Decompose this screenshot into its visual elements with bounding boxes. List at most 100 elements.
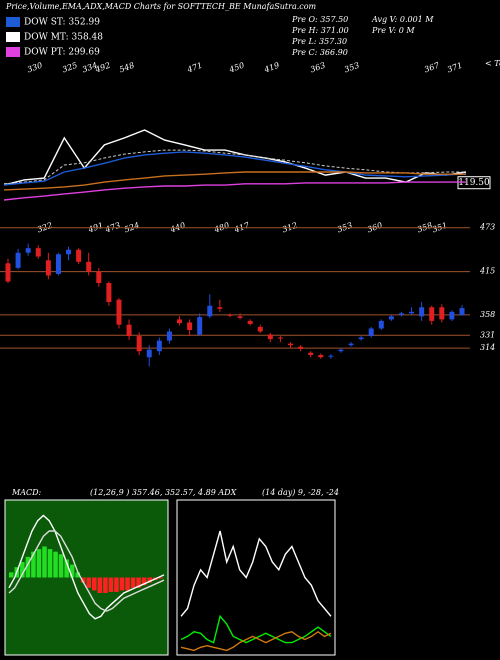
y-tick-label: 119.50 (458, 178, 490, 188)
candle-body (136, 336, 142, 352)
series-line (3, 149, 466, 185)
candle-body (15, 252, 21, 268)
histogram-bar (147, 577, 152, 583)
histogram-bar (86, 577, 92, 588)
histogram-bar (42, 546, 47, 578)
y-tick-label: 358 (480, 310, 495, 319)
candle-body (318, 355, 324, 358)
histogram-bar (47, 549, 53, 578)
histogram-bar (58, 554, 64, 578)
histogram-bar (103, 577, 108, 593)
histogram-bar (9, 572, 14, 578)
histogram-bar (141, 577, 147, 586)
histogram-bar (53, 551, 58, 578)
candle-body (55, 254, 61, 274)
candle-body (76, 249, 82, 262)
candle-body (277, 337, 283, 339)
candle-body (207, 305, 213, 317)
stat-label: Pre H: 371.00 (291, 26, 349, 35)
candle-body (177, 319, 183, 324)
histogram-bar (119, 577, 125, 591)
stat-label: Pre V: 0 M (371, 26, 415, 35)
candle-body (328, 355, 334, 357)
page-title: Price,Volume,EMA,ADX,MACD Charts for SOF… (5, 2, 317, 11)
y-tick-label: 415 (479, 267, 495, 276)
candle-body (378, 320, 384, 329)
series-line (3, 181, 466, 201)
candle-body (267, 334, 273, 340)
histogram-bar (80, 577, 86, 583)
candle-body (439, 307, 445, 320)
series-line (180, 630, 332, 652)
histogram-bar (125, 577, 130, 591)
histogram-bar (64, 559, 69, 578)
series-line (3, 151, 467, 186)
candle-body (227, 314, 233, 316)
candle-body (237, 316, 243, 318)
candle-body (116, 299, 122, 325)
candle-body (25, 248, 31, 253)
series-line (8, 514, 165, 620)
histogram-bar (114, 577, 119, 592)
candle-body (35, 248, 41, 257)
stat-label: Avg V: 0.001 M (371, 15, 434, 24)
macd-label: MACD: (11, 488, 42, 497)
candle-body (197, 317, 203, 335)
candle-body (86, 261, 92, 272)
candle-body (146, 349, 152, 358)
candle-body (217, 307, 223, 309)
legend-swatch (6, 17, 20, 27)
histogram-bar (97, 577, 103, 593)
candle-body (66, 249, 72, 255)
candle-body (96, 271, 102, 284)
histogram-bar (130, 577, 136, 588)
candle-body (298, 346, 304, 349)
histogram-bar (158, 577, 163, 579)
candle-body (429, 307, 435, 321)
series-line (3, 171, 466, 191)
candle-body (257, 326, 263, 332)
candle-body (459, 308, 465, 316)
legend-label: DOW ST: 352.99 (24, 18, 100, 28)
histogram-bar (108, 577, 114, 592)
candle-body (126, 324, 132, 337)
candle-body (247, 320, 253, 324)
stat-label: Pre C: 366.90 (291, 48, 348, 57)
stat-label: Pre L: 357.30 (291, 37, 347, 46)
stat-label: Pre O: 357.50 (291, 15, 348, 24)
candle-body (156, 340, 162, 352)
candle-body (358, 337, 364, 340)
candle-body (419, 307, 425, 317)
candle-body (388, 316, 394, 320)
y-tick-label: 314 (480, 343, 495, 352)
note: < Tops (485, 59, 500, 68)
legend-swatch (6, 47, 20, 57)
legend-label: DOW MT: 358.48 (24, 33, 103, 43)
candle-body (449, 311, 455, 320)
candle-body (45, 260, 51, 276)
adx-text: (14 day) 9, -28, -24 (262, 488, 339, 497)
candle-body (409, 311, 415, 314)
series-line (180, 530, 332, 617)
candle-body (338, 349, 344, 352)
candle-body (5, 263, 11, 282)
candle-body (187, 322, 193, 330)
histogram-bar (75, 572, 80, 578)
candle-body (398, 313, 404, 315)
y-tick-label: 473 (479, 223, 495, 232)
histogram-bar (69, 564, 75, 578)
legend-label: DOW PT: 299.69 (24, 48, 100, 58)
candle-body (106, 283, 112, 302)
y-tick-label: 331 (480, 330, 495, 339)
candle-body (348, 343, 354, 346)
candle-body (368, 328, 374, 337)
histogram-bar (136, 577, 141, 588)
series-line (8, 530, 165, 612)
macd-text: (12,26,9 ) 357.46, 352.57, 4.89 ADX (90, 488, 237, 497)
candle-body (287, 343, 293, 346)
histogram-bar (92, 577, 97, 591)
histogram-bar (20, 562, 25, 578)
panel-frame (176, 499, 336, 656)
legend-swatch (6, 32, 20, 42)
